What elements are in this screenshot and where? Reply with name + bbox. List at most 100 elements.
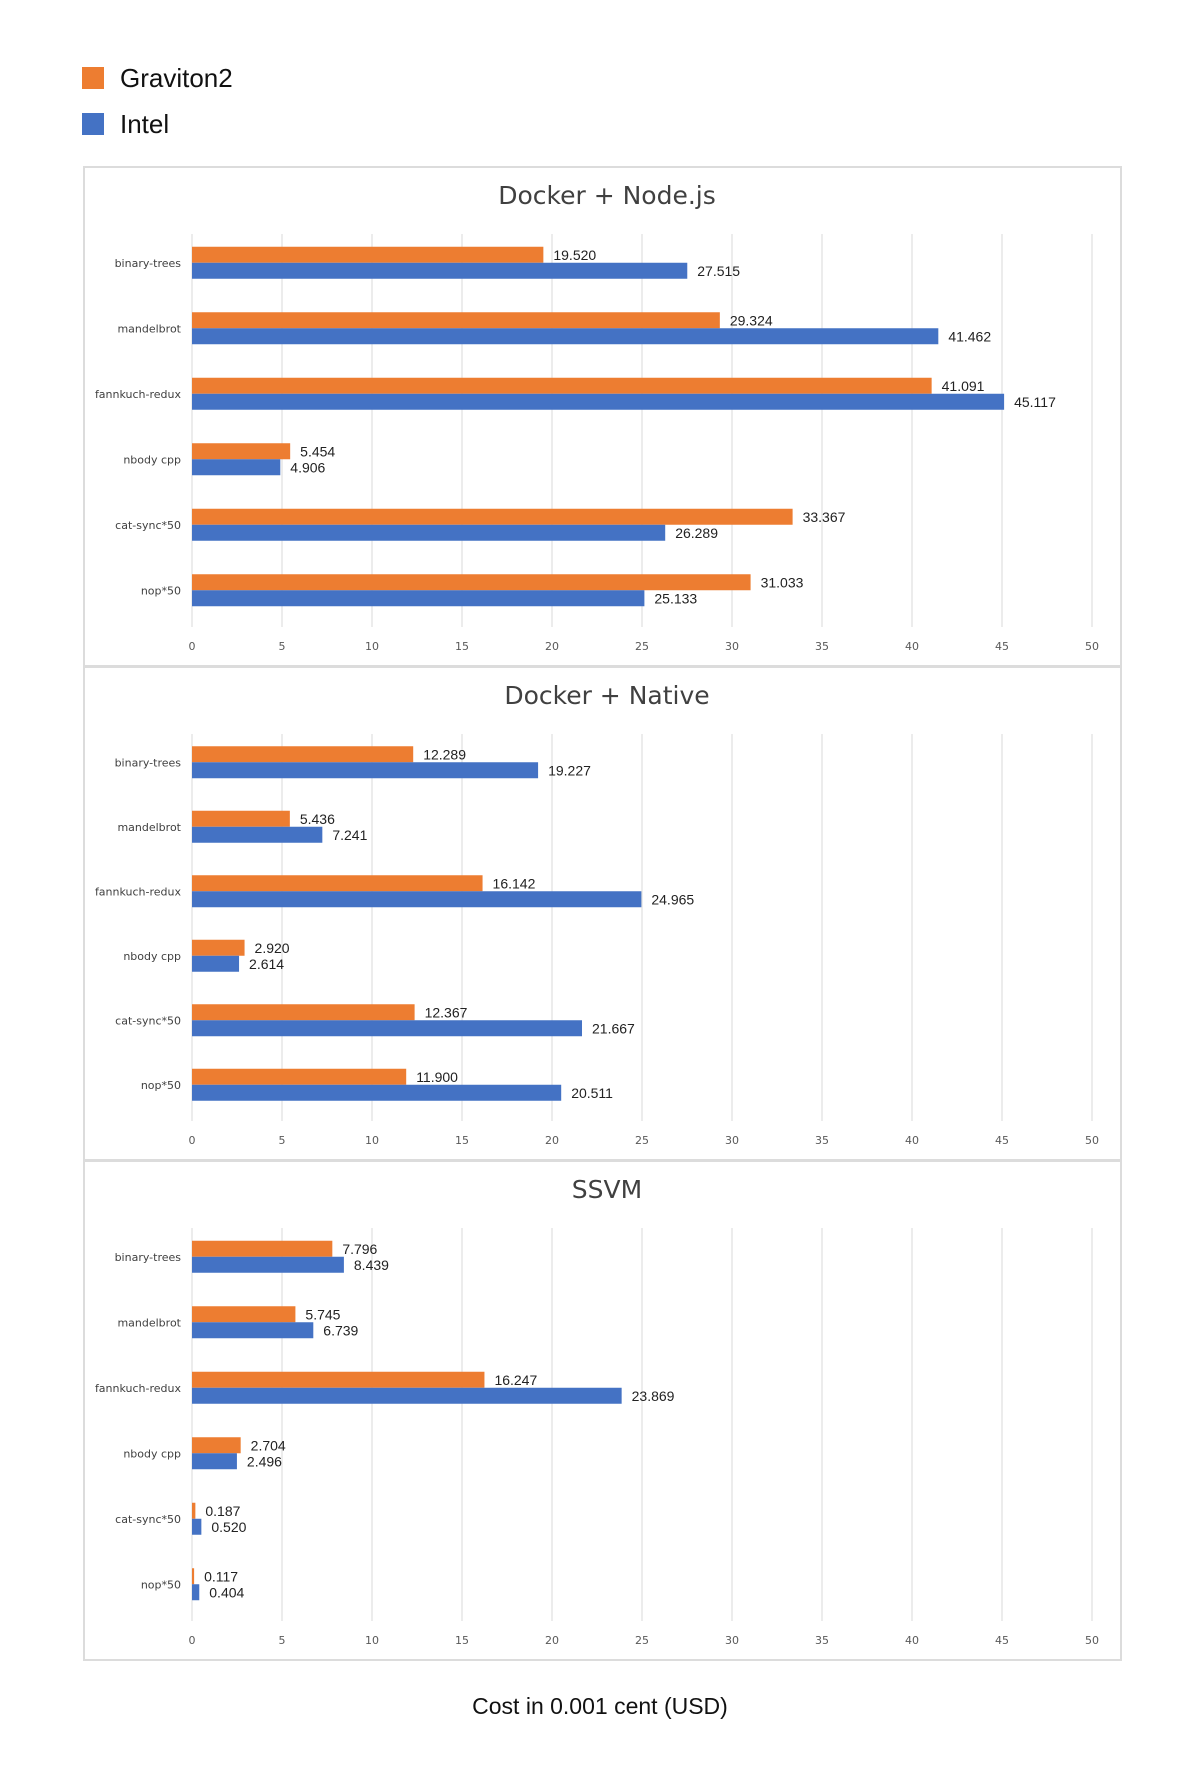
x-tick-label: 20 bbox=[545, 1634, 559, 1647]
category-label-binary-trees: binary-trees bbox=[115, 756, 182, 769]
x-tick-label: 20 bbox=[545, 1134, 559, 1147]
legend-swatch-graviton2 bbox=[82, 67, 104, 89]
x-tick-label: 40 bbox=[905, 1134, 919, 1147]
x-tick-label: 25 bbox=[635, 1634, 649, 1647]
chart-docker-nodejs: Docker + Node.js 0 5 10 15 20 25 30 35 40 45 50 bina… bbox=[95, 181, 1099, 653]
legend: Graviton2 Intel bbox=[82, 55, 233, 147]
data-label-intel-mandelbrot: 6.739 bbox=[323, 1322, 358, 1338]
chart-title: SSVM bbox=[572, 1175, 642, 1204]
x-tick-label: 40 bbox=[905, 640, 919, 653]
bar-graviton2-binary-trees bbox=[192, 746, 414, 763]
category-label-nbody-cpp: nbody cpp bbox=[123, 1447, 181, 1460]
bar-intel-cat-sync-50 bbox=[192, 1020, 583, 1037]
data-label-intel-cat-sync-50: 21.667 bbox=[592, 1020, 635, 1036]
x-tick-label: 40 bbox=[905, 1634, 919, 1647]
chart-ssvm: SSVM 0 5 10 15 20 25 30 35 40 45 50 binary-trees 7.79… bbox=[95, 1175, 1099, 1647]
data-label-graviton2-nop-50: 11.900 bbox=[416, 1069, 458, 1085]
legend-label-intel: Intel bbox=[120, 108, 170, 139]
x-tick-label: 5 bbox=[279, 1634, 286, 1647]
bar-intel-cat-sync-50 bbox=[192, 1518, 202, 1535]
category-label-cat-sync-50: cat-sync*50 bbox=[115, 1014, 181, 1027]
data-label-intel-nbody-cpp: 4.906 bbox=[290, 459, 325, 475]
bar-graviton2-nbody-cpp bbox=[192, 443, 291, 460]
x-tick-label: 10 bbox=[365, 1134, 379, 1147]
category-label-binary-trees: binary-trees bbox=[115, 257, 182, 270]
data-label-intel-fannkuch-redux: 23.869 bbox=[632, 1388, 675, 1404]
bar-intel-nop-50 bbox=[192, 1084, 562, 1101]
data-label-graviton2-cat-sync-50: 33.367 bbox=[803, 509, 846, 525]
legend-label-graviton2: Graviton2 bbox=[120, 62, 233, 93]
category-label-nop-50: nop*50 bbox=[141, 584, 181, 597]
category-label-binary-trees: binary-trees bbox=[115, 1251, 182, 1264]
bar-intel-fannkuch-redux bbox=[192, 891, 642, 908]
bar-graviton2-nbody-cpp bbox=[192, 1437, 241, 1454]
bar-intel-binary-trees bbox=[192, 262, 688, 279]
bar-graviton2-cat-sync-50 bbox=[192, 1004, 415, 1021]
data-label-intel-mandelbrot: 41.462 bbox=[948, 328, 991, 344]
bar-graviton2-nop-50 bbox=[192, 574, 751, 591]
chart-panel-ssvm: SSVM 0 5 10 15 20 25 30 35 40 45 50 binary-trees 7.79… bbox=[83, 1160, 1122, 1661]
category-label-fannkuch-redux: fannkuch-redux bbox=[95, 885, 182, 898]
data-label-intel-cat-sync-50: 0.520 bbox=[211, 1519, 246, 1535]
bar-graviton2-fannkuch-redux bbox=[192, 1371, 485, 1388]
bar-graviton2-mandelbrot bbox=[192, 1306, 296, 1323]
chart-docker-native: Docker + Native 0 5 10 15 20 25 30 35 40 45 50 binar… bbox=[95, 681, 1099, 1147]
x-tick-label: 5 bbox=[279, 640, 286, 653]
category-label-fannkuch-redux: fannkuch-redux bbox=[95, 388, 182, 401]
category-label-mandelbrot: mandelbrot bbox=[117, 1316, 181, 1329]
data-label-graviton2-nop-50: 31.033 bbox=[761, 574, 804, 590]
bar-intel-fannkuch-redux bbox=[192, 393, 1005, 410]
x-tick-label: 10 bbox=[365, 1634, 379, 1647]
bar-graviton2-mandelbrot bbox=[192, 810, 290, 827]
bar-intel-nbody-cpp bbox=[192, 459, 281, 476]
data-label-graviton2-fannkuch-redux: 16.142 bbox=[493, 875, 536, 891]
bar-graviton2-fannkuch-redux bbox=[192, 377, 932, 394]
bar-graviton2-fannkuch-redux bbox=[192, 875, 483, 892]
bar-graviton2-nop-50 bbox=[192, 1068, 407, 1085]
x-tick-label: 0 bbox=[189, 1134, 196, 1147]
data-label-graviton2-fannkuch-redux: 16.247 bbox=[494, 1372, 537, 1388]
data-label-intel-nop-50: 20.511 bbox=[571, 1085, 613, 1101]
data-label-intel-nop-50: 0.404 bbox=[209, 1584, 244, 1600]
data-label-intel-binary-trees: 8.439 bbox=[354, 1257, 389, 1273]
category-label-mandelbrot: mandelbrot bbox=[117, 821, 181, 834]
x-tick-label: 0 bbox=[189, 1634, 196, 1647]
bar-intel-nbody-cpp bbox=[192, 955, 240, 972]
bar-graviton2-binary-trees bbox=[192, 246, 544, 263]
bar-intel-nop-50 bbox=[192, 590, 645, 607]
data-label-graviton2-nbody-cpp: 2.704 bbox=[251, 1437, 286, 1453]
legend-swatch-intel bbox=[82, 113, 104, 135]
data-label-graviton2-nop-50: 0.117 bbox=[204, 1568, 238, 1584]
x-tick-label: 5 bbox=[279, 1134, 286, 1147]
data-label-graviton2-binary-trees: 12.289 bbox=[423, 746, 466, 762]
bar-intel-mandelbrot bbox=[192, 1322, 314, 1339]
x-tick-label: 15 bbox=[455, 1634, 469, 1647]
bar-graviton2-cat-sync-50 bbox=[192, 508, 793, 525]
data-label-intel-nop-50: 25.133 bbox=[654, 590, 697, 606]
x-tick-label: 10 bbox=[365, 640, 379, 653]
category-label-cat-sync-50: cat-sync*50 bbox=[115, 519, 181, 532]
category-label-nbody-cpp: nbody cpp bbox=[123, 453, 181, 466]
data-label-intel-fannkuch-redux: 45.117 bbox=[1014, 394, 1056, 410]
data-label-graviton2-binary-trees: 19.520 bbox=[553, 247, 596, 263]
bar-intel-cat-sync-50 bbox=[192, 524, 666, 541]
x-tick-label: 25 bbox=[635, 640, 649, 653]
category-label-nop-50: nop*50 bbox=[141, 1079, 181, 1092]
x-tick-label: 30 bbox=[725, 1634, 739, 1647]
data-label-graviton2-nbody-cpp: 2.920 bbox=[255, 940, 290, 956]
data-label-graviton2-mandelbrot: 5.745 bbox=[305, 1306, 340, 1322]
data-label-intel-nbody-cpp: 2.496 bbox=[247, 1453, 282, 1469]
data-label-graviton2-fannkuch-redux: 41.091 bbox=[942, 378, 985, 394]
bar-graviton2-nbody-cpp bbox=[192, 939, 245, 956]
bar-intel-binary-trees bbox=[192, 762, 539, 779]
data-label-graviton2-mandelbrot: 29.324 bbox=[730, 312, 773, 328]
bar-graviton2-cat-sync-50 bbox=[192, 1502, 196, 1519]
bar-intel-mandelbrot bbox=[192, 826, 323, 843]
x-tick-label: 15 bbox=[455, 640, 469, 653]
chart-title: Docker + Node.js bbox=[498, 181, 716, 210]
chart-title: Docker + Native bbox=[504, 681, 709, 710]
category-label-fannkuch-redux: fannkuch-redux bbox=[95, 1382, 182, 1395]
data-label-graviton2-cat-sync-50: 12.367 bbox=[425, 1004, 468, 1020]
bar-graviton2-binary-trees bbox=[192, 1240, 333, 1257]
category-label-nop-50: nop*50 bbox=[141, 1578, 181, 1591]
